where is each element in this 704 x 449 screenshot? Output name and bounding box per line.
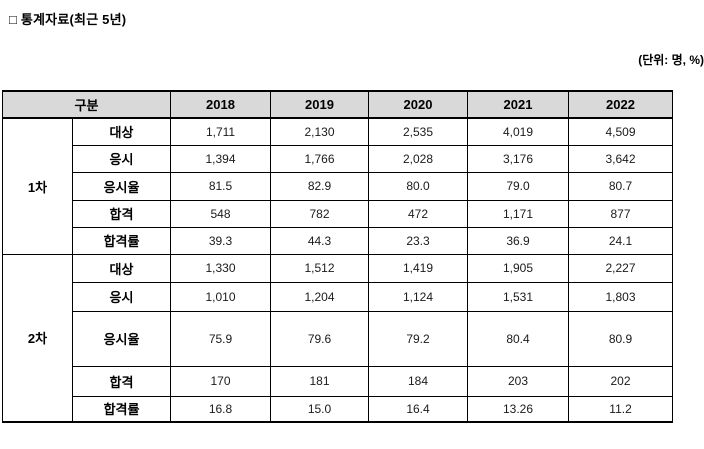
cell-value: 79.6 (270, 310, 370, 367)
table-row: 합격 170 181 184 203 202 (3, 365, 674, 397)
cell-value: 202 (568, 365, 674, 397)
cell-value: 170 (170, 365, 272, 397)
cell-value: 1,512 (270, 253, 370, 283)
cell-value: 472 (368, 199, 469, 228)
cell-value: 44.3 (270, 226, 370, 255)
cell-value: 36.9 (467, 226, 570, 255)
cell-value: 39.3 (170, 226, 272, 255)
cell-value: 15.0 (270, 395, 370, 423)
cell-value: 81.5 (170, 171, 272, 201)
cell-value: 3,642 (568, 144, 674, 173)
cell-value: 184 (368, 365, 469, 397)
cell-value: 2,535 (368, 117, 469, 146)
row-label: 대상 (71, 253, 172, 283)
cell-value: 181 (270, 365, 370, 397)
cell-value: 80.0 (368, 171, 469, 201)
category-header: 구분 (1, 90, 172, 119)
cell-value: 16.8 (170, 395, 272, 423)
cell-value: 82.9 (270, 171, 370, 201)
cell-value: 23.3 (368, 226, 469, 255)
table-row: 2차 대상 1,330 1,512 1,419 1,905 2,227 (2, 253, 674, 423)
cell-value: 13.26 (467, 395, 570, 423)
cell-value: 79.0 (467, 171, 570, 201)
cell-value: 75.9 (170, 310, 272, 367)
cell-value: 1,905 (467, 253, 570, 283)
table-row: 응시 1,394 1,766 2,028 3,176 3,642 (3, 144, 674, 173)
table-row: 1차 대상 1,711 2,130 2,535 4,019 4,509 (2, 117, 674, 255)
cell-value: 11.2 (568, 395, 674, 423)
cell-value: 1,010 (170, 281, 272, 312)
year-header-2022: 2022 (568, 90, 674, 119)
cell-value: 3,176 (467, 144, 570, 173)
cell-value: 1,766 (270, 144, 370, 173)
row-label: 응시 (71, 281, 172, 312)
cell-value: 80.7 (568, 171, 674, 201)
cell-value: 2,227 (568, 253, 674, 283)
cell-value: 4,019 (467, 117, 570, 146)
group-label-round1: 1차 (2, 117, 73, 255)
table-row: 합격률 16.8 15.0 16.4 13.26 11.2 (3, 395, 674, 423)
cell-value: 1,204 (270, 281, 370, 312)
year-header-2020: 2020 (368, 90, 469, 119)
page-title: □ 통계자료(최근 5년) (9, 12, 127, 27)
row-label: 대상 (71, 117, 172, 146)
year-header-2021: 2021 (467, 90, 570, 119)
table-row: 응시율 75.9 79.6 79.2 80.4 80.9 (3, 310, 674, 367)
year-header-2019: 2019 (270, 90, 370, 119)
cell-value: 79.2 (368, 310, 469, 367)
cell-value: 16.4 (368, 395, 469, 423)
unit-note: (단위: 명, %) (638, 53, 704, 67)
stats-table: 구분 2018 2019 2020 2021 2022 1차 대상 1,711 … (1, 90, 674, 423)
cell-value: 1,124 (368, 281, 469, 312)
table-row: 합격 548 782 472 1,171 877 (3, 199, 674, 228)
cell-value: 782 (270, 199, 370, 228)
row-label: 응시율 (71, 171, 172, 201)
cell-value: 4,509 (568, 117, 674, 146)
group-label-round2: 2차 (2, 253, 73, 423)
table-row: 응시율 81.5 82.9 80.0 79.0 80.7 (3, 171, 674, 201)
cell-value: 877 (568, 199, 674, 228)
table-row: 응시 1,010 1,204 1,124 1,531 1,803 (3, 281, 674, 312)
cell-value: 24.1 (568, 226, 674, 255)
cell-value: 1,171 (467, 199, 570, 228)
row-label: 응시율 (71, 310, 172, 367)
year-header-2018: 2018 (170, 90, 272, 119)
cell-value: 548 (170, 199, 272, 228)
cell-value: 1,711 (170, 117, 272, 146)
cell-value: 2,130 (270, 117, 370, 146)
header-row: 구분 2018 2019 2020 2021 2022 (1, 90, 674, 119)
cell-value: 2,028 (368, 144, 469, 173)
row-label: 합격 (71, 365, 172, 397)
cell-value: 1,419 (368, 253, 469, 283)
cell-value: 80.9 (568, 310, 674, 367)
cell-value: 1,330 (170, 253, 272, 283)
cell-value: 80.4 (467, 310, 570, 367)
row-label: 합격률 (71, 395, 172, 423)
cell-value: 1,531 (467, 281, 570, 312)
cell-value: 1,803 (568, 281, 674, 312)
row-label: 합격 (71, 199, 172, 228)
row-label: 합격률 (71, 226, 172, 255)
cell-value: 203 (467, 365, 570, 397)
cell-value: 1,394 (170, 144, 272, 173)
table-row: 합격률 39.3 44.3 23.3 36.9 24.1 (3, 226, 674, 255)
row-label: 응시 (71, 144, 172, 173)
